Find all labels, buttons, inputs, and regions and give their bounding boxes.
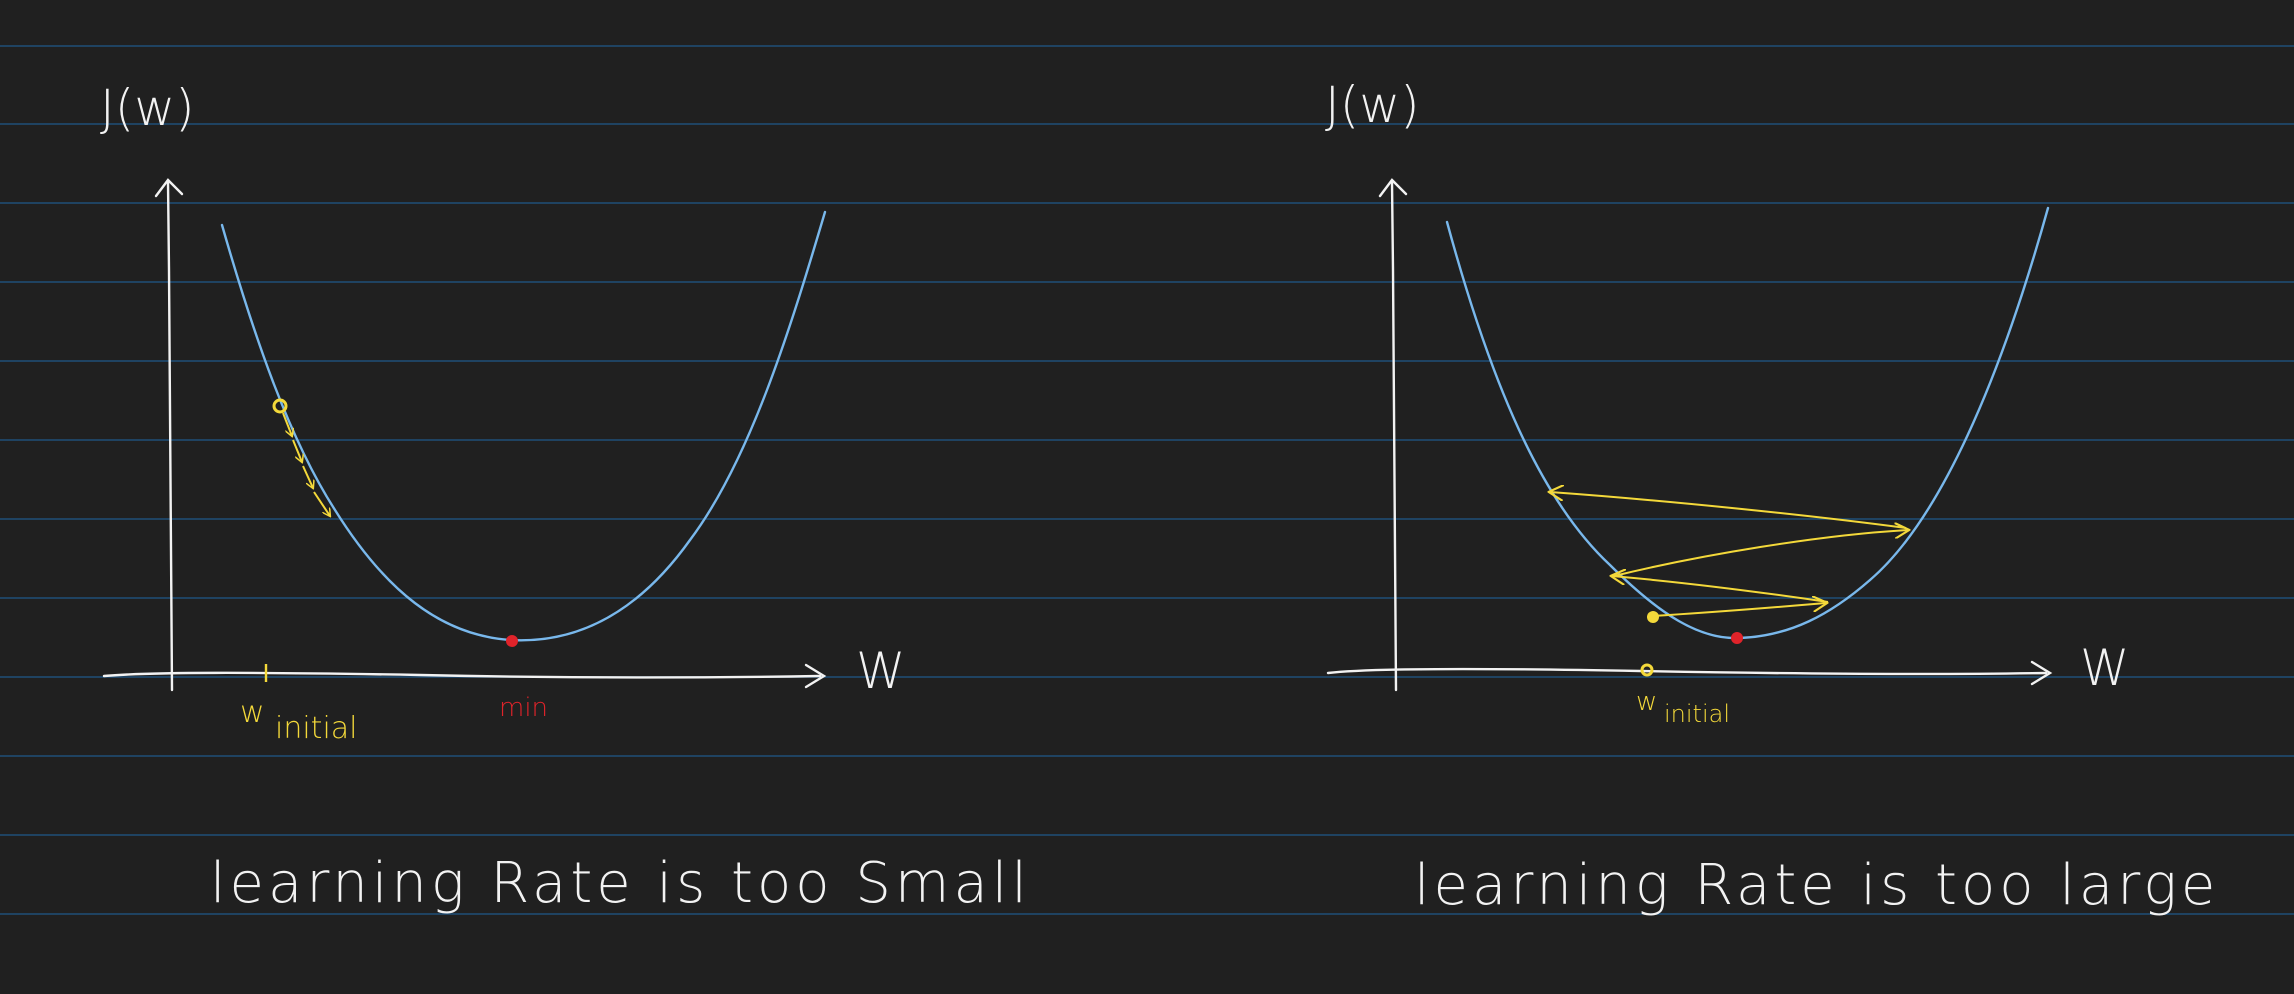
step-3-arrow [1613,530,1908,577]
left-gradient-steps [272,398,330,516]
left-y-axis-arrowhead [154,178,184,198]
left-y-axis [166,180,174,692]
right-panel: J(w) W w initial learning Rate is too la… [1325,76,2219,918]
left-min-label: min [499,693,548,723]
right-gradient-steps [1550,492,1908,623]
left-x-axis-arrowhead [804,663,827,689]
left-w-initial-subscript: initial [275,711,358,746]
left-x-axis [102,671,822,679]
right-cost-curve [1445,206,2050,640]
right-w-initial-marker [1640,663,1654,677]
right-start-point [1647,611,1659,623]
right-y-axis [1390,180,1398,692]
left-w-initial-letter: w [240,695,265,730]
right-x-axis-arrowhead [2030,660,2053,686]
right-y-axis-arrowhead [1378,178,1408,198]
ruled-lines [0,45,2294,915]
right-w-initial-letter: w [1636,687,1657,717]
left-y-axis-label: J(w) [100,79,195,137]
step-2-arrow [1612,576,1829,603]
step-1-arrow [1651,603,1826,617]
right-y-axis-label: J(w) [1325,76,1420,134]
left-start-point [272,398,288,414]
right-caption: learning Rate is too large [1414,853,2219,918]
step-4-arrow [1550,492,1907,529]
right-x-axis [1326,667,2048,676]
right-w-initial-subscript: initial [1664,700,1730,728]
left-panel: J(w) W min w initial learning Rate is to… [100,79,1031,916]
right-x-axis-label: W [2080,639,2129,697]
left-minimum-point [506,635,518,647]
right-minimum-point [1731,632,1743,644]
left-x-axis-label: W [856,642,905,700]
left-cost-curve [220,210,827,642]
left-caption: learning Rate is too Small [210,851,1031,916]
